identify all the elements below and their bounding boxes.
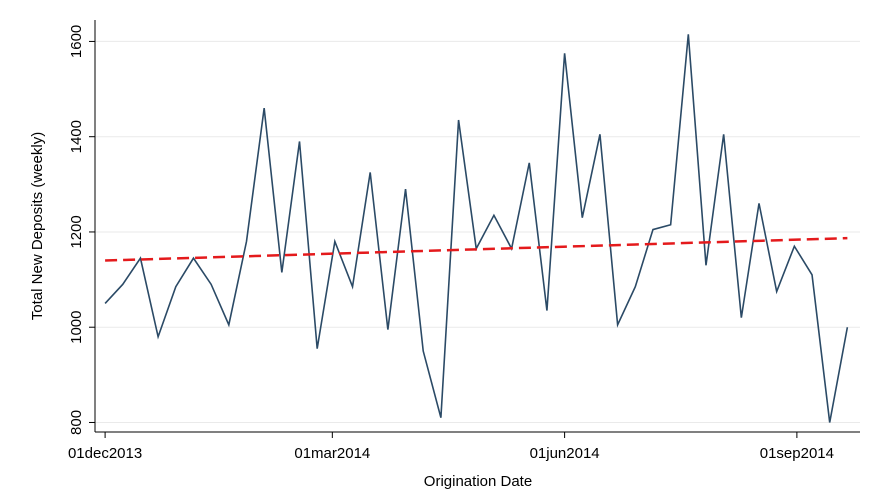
- y-tick-label: 1400: [68, 120, 85, 153]
- y-tick-label: 1200: [68, 215, 85, 248]
- data-line: [104, 34, 849, 423]
- x-tick-label: 01mar2014: [294, 445, 370, 462]
- y-tick-label: 800: [68, 410, 85, 435]
- trend-line: [105, 236, 848, 262]
- y-axis-label: Total New Deposits (weekly): [29, 132, 46, 320]
- x-axis-label: Origination Date: [424, 473, 532, 490]
- x-tick-label: 01sep2014: [760, 445, 834, 462]
- y-tick-label: 1000: [68, 311, 85, 344]
- x-tick-label: 01dec2013: [68, 445, 142, 462]
- y-tick-label: 1600: [68, 25, 85, 58]
- x-tick-label: 01jun2014: [530, 445, 600, 462]
